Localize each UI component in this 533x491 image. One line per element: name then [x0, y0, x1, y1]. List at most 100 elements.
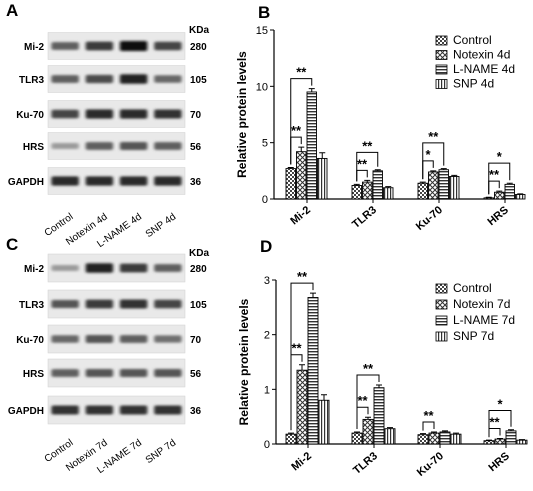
- y-axis-label: Relative protein levels: [235, 51, 249, 178]
- band-tlr3-lane-1: [51, 300, 79, 308]
- x-category-label: TLR3: [351, 450, 380, 477]
- error-bar: [519, 439, 525, 441]
- legend-label: L-NAME 4d: [453, 62, 515, 76]
- band-mi-2-lane-3: [119, 41, 148, 51]
- y-tick-label: 5: [262, 138, 268, 150]
- y-tick-label: 10: [256, 81, 268, 93]
- error-bar: [486, 439, 492, 441]
- significance-bracket: [488, 428, 501, 438]
- band-ku-70-lane-2: [85, 109, 114, 119]
- error-bar: [419, 181, 426, 184]
- band-hrs-lane-2: [85, 369, 114, 377]
- band-hrs-lane-4: [154, 142, 182, 150]
- significance-label: *: [497, 397, 503, 412]
- bar-control-mi-2: [285, 168, 296, 200]
- bar-notexin-4d-ku-70: [428, 171, 439, 200]
- bar-notexin-7d-ku-70: [428, 432, 440, 445]
- protein-label: Mi-2: [24, 42, 44, 53]
- x-category-label: HRS: [485, 204, 511, 228]
- blot-row-tlr3: TLR3 105: [19, 289, 207, 319]
- x-category-label: Mi-2: [289, 450, 314, 473]
- band-ku-70-lane-3: [119, 109, 148, 119]
- bar-control-ku-70: [417, 434, 429, 445]
- legend-label: Control: [453, 281, 492, 295]
- band-tlr3-lane-2: [85, 74, 114, 84]
- band-hrs-lane-4: [154, 369, 182, 377]
- y-tick-label: 0: [264, 439, 270, 451]
- error-bar: [376, 384, 382, 388]
- error-bar: [374, 169, 381, 171]
- kda-header: KDa: [189, 25, 209, 36]
- bar-control-ku-70: [417, 182, 428, 200]
- band-hrs-lane-3: [119, 142, 148, 150]
- bar-chart-d: 0 1 2 3 Relative protein levels Mi-2 TLR3 Ku-70…: [237, 269, 528, 479]
- bar-control-tlr3: [351, 185, 362, 200]
- legend-label: Control: [453, 33, 492, 47]
- significance-bracket: [290, 78, 313, 165]
- band-mi-2-lane-4: [154, 41, 182, 51]
- error-bar: [385, 186, 392, 188]
- bar-l-name-4d-hrs: [504, 183, 515, 200]
- bar-control-hrs: [483, 440, 495, 445]
- error-bar: [319, 152, 326, 159]
- kda-value: 70: [190, 335, 202, 346]
- kda-value: 70: [190, 110, 202, 121]
- bar-snp-4d-hrs: [515, 194, 526, 200]
- blot-row-mi-2: Mi-2 280: [24, 253, 207, 283]
- band-gapdh-lane-3: [119, 176, 148, 186]
- significance-label: **: [489, 167, 500, 182]
- error-bar: [430, 170, 437, 172]
- significance-label: **: [291, 123, 302, 138]
- blot-row-ku-70: Ku-70 70: [16, 324, 202, 354]
- protein-label: Ku-70: [16, 335, 44, 346]
- bar-snp-4d-tlr3: [383, 187, 394, 200]
- error-bar: [365, 416, 371, 420]
- band-mi-2-lane-1: [51, 42, 79, 50]
- bar-snp-7d-ku-70: [450, 433, 462, 445]
- blot-row-hrs: HRS 56: [23, 132, 202, 160]
- bar-l-name-4d-mi-2: [306, 91, 317, 200]
- band-tlr3-lane-2: [85, 299, 114, 309]
- error-bar: [298, 146, 305, 152]
- error-bar: [431, 431, 437, 434]
- band-mi-2-lane-2: [85, 41, 114, 51]
- significance-bracket: [422, 421, 435, 431]
- bar-notexin-4d-hrs: [494, 191, 505, 200]
- kda-value: 56: [190, 142, 202, 153]
- legend-label: L-NAME 7d: [453, 313, 515, 327]
- band-gapdh-lane-4: [154, 405, 182, 415]
- blot-row-mi-2: Mi-2 280: [24, 32, 207, 60]
- kda-value: 56: [190, 369, 202, 380]
- band-gapdh-lane-1: [51, 176, 79, 186]
- bar-l-name-7d-tlr3: [373, 387, 385, 445]
- band-gapdh-lane-3: [119, 405, 148, 415]
- error-bar: [364, 179, 371, 183]
- bar-notexin-7d-tlr3: [362, 418, 374, 445]
- band-hrs-lane-2: [85, 142, 114, 150]
- legend-swatch-snp-7d: [435, 331, 448, 342]
- error-bar: [420, 433, 426, 435]
- band-tlr3-lane-3: [119, 74, 148, 84]
- significance-label: *: [425, 147, 431, 162]
- error-bar: [321, 394, 327, 401]
- lane-label: SNP 4d: [144, 211, 178, 240]
- bar-l-name-4d-tlr3: [372, 170, 383, 200]
- y-axis-label: Relative protein levels: [237, 298, 251, 425]
- band-tlr3-lane-4: [154, 75, 182, 83]
- bar-control-hrs: [483, 197, 494, 200]
- band-ku-70-lane-4: [154, 335, 182, 343]
- legend-label: Notexin 4d: [453, 48, 510, 62]
- bar-control-tlr3: [351, 432, 363, 445]
- bar-l-name-4d-ku-70: [438, 169, 449, 200]
- band-mi-2-lane-1: [51, 265, 79, 271]
- lane-label: SNP 7d: [144, 437, 178, 466]
- protein-label: TLR3: [19, 300, 44, 311]
- band-mi-2-lane-3: [119, 263, 148, 273]
- band-tlr3-lane-1: [51, 75, 79, 83]
- kda-value: 36: [190, 177, 202, 188]
- x-category-label: Ku-70: [414, 204, 445, 233]
- bar-snp-4d-ku-70: [449, 176, 460, 200]
- significance-label: **: [291, 341, 302, 356]
- legend-swatch-notexin-7d: [435, 299, 448, 310]
